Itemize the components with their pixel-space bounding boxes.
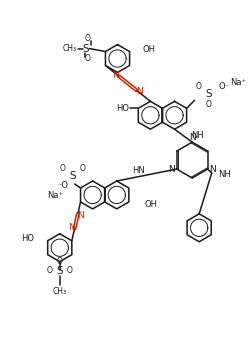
Text: S: S [205,89,212,99]
Text: ⁻O: ⁻O [57,181,68,190]
Text: N: N [189,133,196,142]
Text: Na⁺: Na⁺ [230,78,246,87]
Text: NH: NH [191,131,204,140]
Text: N: N [209,165,216,173]
Text: O: O [84,54,90,63]
Text: N: N [112,71,119,80]
Text: CH₃: CH₃ [62,44,77,53]
Text: O: O [80,164,86,173]
Text: CH₃: CH₃ [53,287,67,296]
Text: S: S [69,171,76,181]
Text: S: S [56,266,63,275]
Text: N: N [168,165,175,173]
Text: O: O [196,82,202,91]
Text: S: S [82,43,89,54]
Text: O⁻: O⁻ [218,82,230,91]
Text: O: O [67,266,73,275]
Text: HO: HO [116,104,129,113]
Text: N: N [136,87,143,96]
Text: OH: OH [145,201,158,209]
Text: O: O [47,266,53,275]
Text: O: O [84,34,90,43]
Text: OH: OH [142,45,156,54]
Text: NH: NH [218,169,230,178]
Text: O: O [206,100,212,109]
Text: O: O [60,164,66,173]
Text: HN: HN [132,165,145,174]
Text: O: O [57,257,63,266]
Text: N: N [68,223,75,232]
Text: N: N [78,211,84,220]
Text: HO: HO [21,234,34,243]
Text: Na⁺: Na⁺ [47,191,63,201]
